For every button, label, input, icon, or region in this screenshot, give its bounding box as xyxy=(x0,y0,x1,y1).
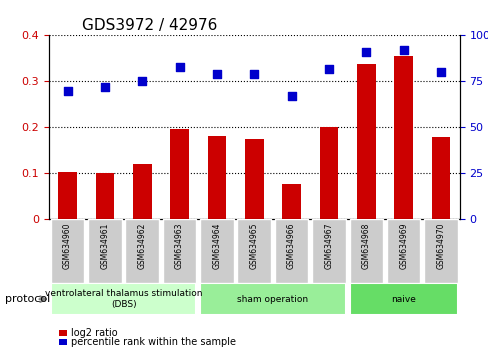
FancyBboxPatch shape xyxy=(88,219,122,283)
Text: percentile rank within the sample: percentile rank within the sample xyxy=(71,337,235,347)
Point xyxy=(287,93,295,99)
FancyBboxPatch shape xyxy=(274,219,308,283)
Bar xyxy=(207,136,226,219)
FancyBboxPatch shape xyxy=(349,283,457,315)
Point xyxy=(138,79,146,84)
Point xyxy=(362,49,369,55)
Text: sham operation: sham operation xyxy=(237,295,308,304)
FancyBboxPatch shape xyxy=(125,219,159,283)
Text: naive: naive xyxy=(390,295,415,304)
FancyBboxPatch shape xyxy=(237,219,270,283)
Text: GSM634962: GSM634962 xyxy=(138,223,146,269)
Point xyxy=(213,71,221,77)
Bar xyxy=(170,129,188,219)
FancyBboxPatch shape xyxy=(200,283,345,315)
Text: GSM634966: GSM634966 xyxy=(286,223,296,269)
FancyBboxPatch shape xyxy=(349,219,382,283)
Text: GSM634963: GSM634963 xyxy=(175,223,183,269)
Bar xyxy=(244,139,263,219)
Text: GSM634964: GSM634964 xyxy=(212,223,221,269)
Text: GSM634965: GSM634965 xyxy=(249,223,258,269)
Text: GSM634967: GSM634967 xyxy=(324,223,333,269)
FancyBboxPatch shape xyxy=(163,219,196,283)
FancyBboxPatch shape xyxy=(51,283,196,315)
FancyBboxPatch shape xyxy=(423,219,457,283)
Point xyxy=(325,66,332,72)
Point xyxy=(63,88,71,93)
Text: GDS3972 / 42976: GDS3972 / 42976 xyxy=(81,18,217,33)
FancyBboxPatch shape xyxy=(386,219,420,283)
Text: GSM634961: GSM634961 xyxy=(100,223,109,269)
Text: GSM634969: GSM634969 xyxy=(398,223,407,269)
Bar xyxy=(133,164,151,219)
Point xyxy=(101,84,109,90)
Text: log2 ratio: log2 ratio xyxy=(71,329,117,338)
Text: protocol: protocol xyxy=(5,294,50,304)
Bar xyxy=(431,137,449,219)
Bar xyxy=(95,173,114,219)
Bar xyxy=(393,56,412,219)
Text: GSM634970: GSM634970 xyxy=(436,223,445,269)
Point xyxy=(399,47,407,53)
Bar xyxy=(356,64,375,219)
Text: GSM634968: GSM634968 xyxy=(361,223,370,269)
Point xyxy=(175,64,183,69)
FancyBboxPatch shape xyxy=(200,219,233,283)
Point xyxy=(436,69,444,75)
Text: GSM634960: GSM634960 xyxy=(63,223,72,269)
FancyBboxPatch shape xyxy=(51,219,84,283)
FancyBboxPatch shape xyxy=(311,219,345,283)
Bar xyxy=(282,184,300,219)
Bar xyxy=(319,127,338,219)
Text: ventrolateral thalamus stimulation
(DBS): ventrolateral thalamus stimulation (DBS) xyxy=(45,290,202,309)
Point xyxy=(250,71,258,77)
Bar xyxy=(58,172,77,219)
